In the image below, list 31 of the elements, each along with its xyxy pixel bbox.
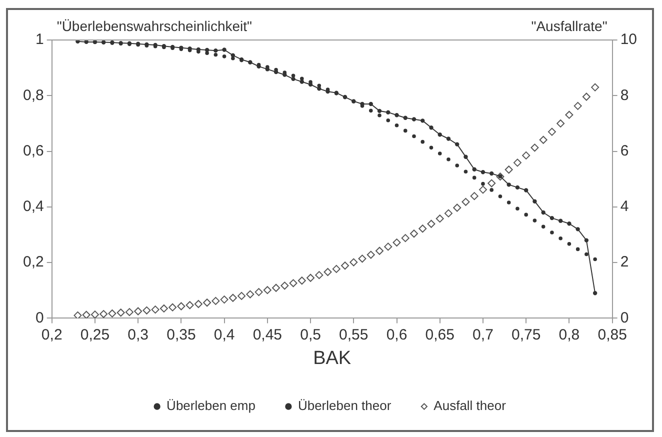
x-axis-title: BAK bbox=[313, 348, 352, 369]
x-tick-label: 0,55 bbox=[339, 326, 368, 344]
y-tick-label: 0,2 bbox=[22, 254, 44, 271]
y-tick-label: 0,4 bbox=[22, 198, 44, 216]
y2-axis-title: "Ausfallrate" bbox=[531, 18, 608, 34]
x-tick-label: 0,65 bbox=[425, 326, 454, 344]
y-tick-label: 1 bbox=[36, 31, 44, 48]
y-axis-title: "Überlebenswahrscheinlichkeit" bbox=[56, 18, 252, 34]
x-tick-label: 0,4 bbox=[214, 326, 235, 344]
x-tick-label: 0,25 bbox=[80, 326, 110, 344]
legend-label: Ausfall theor bbox=[434, 398, 507, 414]
x-tick-label: 0,5 bbox=[300, 326, 321, 344]
y-tick-label: 0,6 bbox=[22, 142, 44, 160]
x-tick-label: 0,8 bbox=[558, 326, 580, 344]
x-tick-label: 0,7 bbox=[472, 326, 494, 344]
x-tick-label: 0,45 bbox=[252, 326, 282, 344]
y-tick-label: 0 bbox=[36, 309, 44, 326]
x-tick-label: 0,75 bbox=[511, 326, 541, 344]
y-tick-label: 0,8 bbox=[22, 86, 44, 104]
y2-tick-label: 10 bbox=[620, 31, 638, 48]
y2-tick-label: 2 bbox=[620, 254, 629, 271]
x-tick-label: 0,6 bbox=[386, 326, 408, 344]
y2-tick-label: 6 bbox=[620, 142, 629, 160]
y2-tick-label: 8 bbox=[620, 86, 629, 104]
y2-tick-label: 0 bbox=[620, 309, 629, 326]
legend-label: Überleben emp bbox=[166, 398, 256, 414]
x-tick-label: 0,85 bbox=[598, 326, 627, 344]
x-tick-label: 0,3 bbox=[128, 326, 149, 344]
x-tick-label: 0,35 bbox=[166, 326, 196, 344]
y2-tick-label: 4 bbox=[620, 198, 629, 216]
legend-label: Überleben theor bbox=[298, 398, 392, 414]
